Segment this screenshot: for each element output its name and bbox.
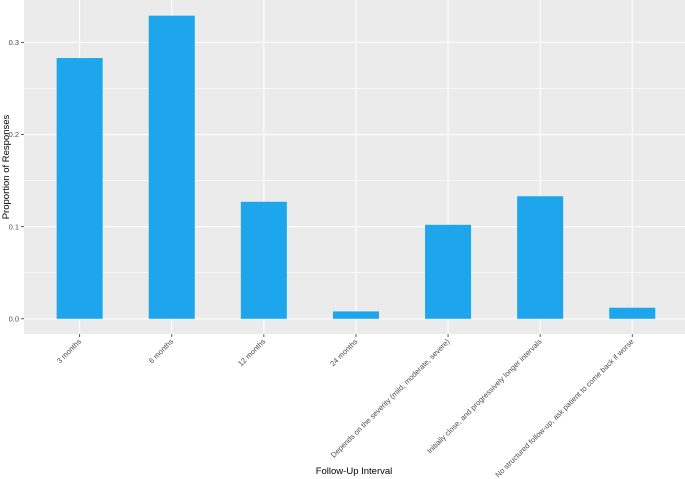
y-axis-ticks: 0.0 0.1 0.2 0.3	[9, 38, 24, 323]
bar	[148, 15, 195, 319]
bar	[240, 201, 287, 319]
x-axis-title: Follow-Up Interval	[316, 466, 393, 477]
y-tick-label: 0.1	[9, 222, 19, 231]
bar	[56, 58, 103, 319]
plot-panel	[24, 0, 685, 334]
y-tick-label: 0.2	[9, 130, 19, 139]
y-axis-title: Proportion of Responses	[1, 114, 12, 219]
bars	[56, 15, 656, 319]
y-tick-label: 0.3	[9, 38, 19, 47]
minor-gridlines	[24, 88, 685, 274]
bar	[425, 224, 472, 319]
y-tick-label: 0.0	[9, 314, 19, 323]
bar	[332, 311, 379, 319]
bar	[609, 307, 656, 319]
bar	[517, 196, 564, 319]
